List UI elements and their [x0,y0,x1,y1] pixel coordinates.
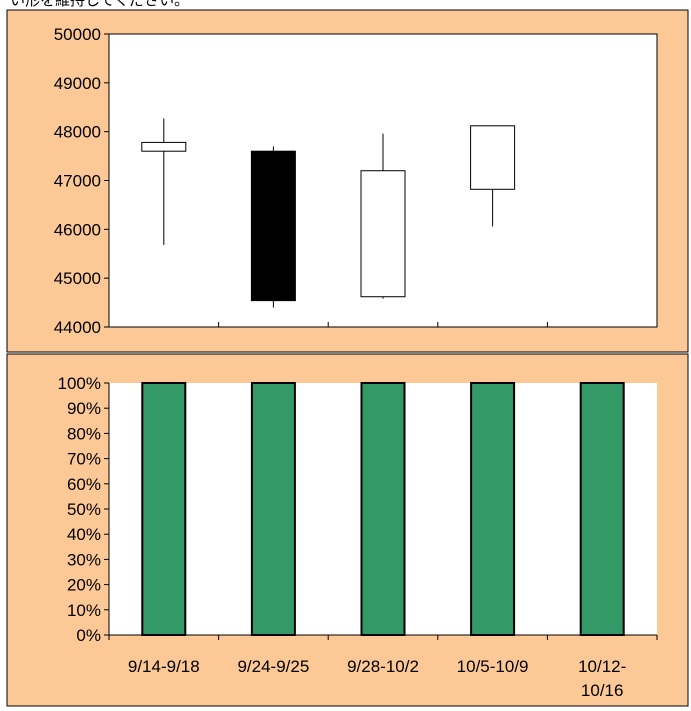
y-tick-label: 48000 [54,123,101,142]
candle-body [141,141,187,152]
y-tick-label: 46000 [54,220,101,239]
x-tick-label: 9/28-10/2 [347,657,419,676]
x-tick-label: 10/5-10/9 [457,657,529,676]
x-tick-label: 9/14-9/18 [128,657,200,676]
candle-3 [360,133,406,299]
candlestick-series [141,118,516,308]
percent-bar-series [141,382,625,636]
y-tick-label: 10% [67,601,101,620]
y-tick-label: 60% [67,475,101,494]
y-tick-label: 100% [58,374,101,393]
y-tick-label: 45000 [54,269,101,288]
bar-2 [250,382,296,636]
x-tick-label: 9/24-9/25 [237,657,309,676]
x-tick-label: 10/12-10/16 [578,657,626,700]
bar-3 [360,382,406,636]
y-tick-label: 49000 [54,74,101,93]
candle-body [470,125,516,190]
y-tick-label: 0% [76,626,101,645]
bar-5 [579,382,625,636]
candle-1 [141,118,187,245]
y-tick-label: 90% [67,399,101,418]
y-tick-label: 50% [67,500,101,519]
candle-body [250,150,296,302]
y-tick-label: 70% [67,450,101,469]
candle-2 [250,146,296,308]
y-tick-label: 40% [67,525,101,544]
y-tick-label: 44000 [54,318,101,337]
y-tick-label: 30% [67,550,101,569]
top-caption: い形を維持してください。 [10,0,189,9]
y-tick-label: 47000 [54,172,101,191]
bar-4 [470,382,516,636]
candle-4 [470,125,516,227]
y-tick-label: 50000 [54,25,101,44]
y-tick-label: 80% [67,424,101,443]
bar-1 [141,382,187,636]
y-tick-label: 20% [67,576,101,595]
candle-body [360,170,406,298]
